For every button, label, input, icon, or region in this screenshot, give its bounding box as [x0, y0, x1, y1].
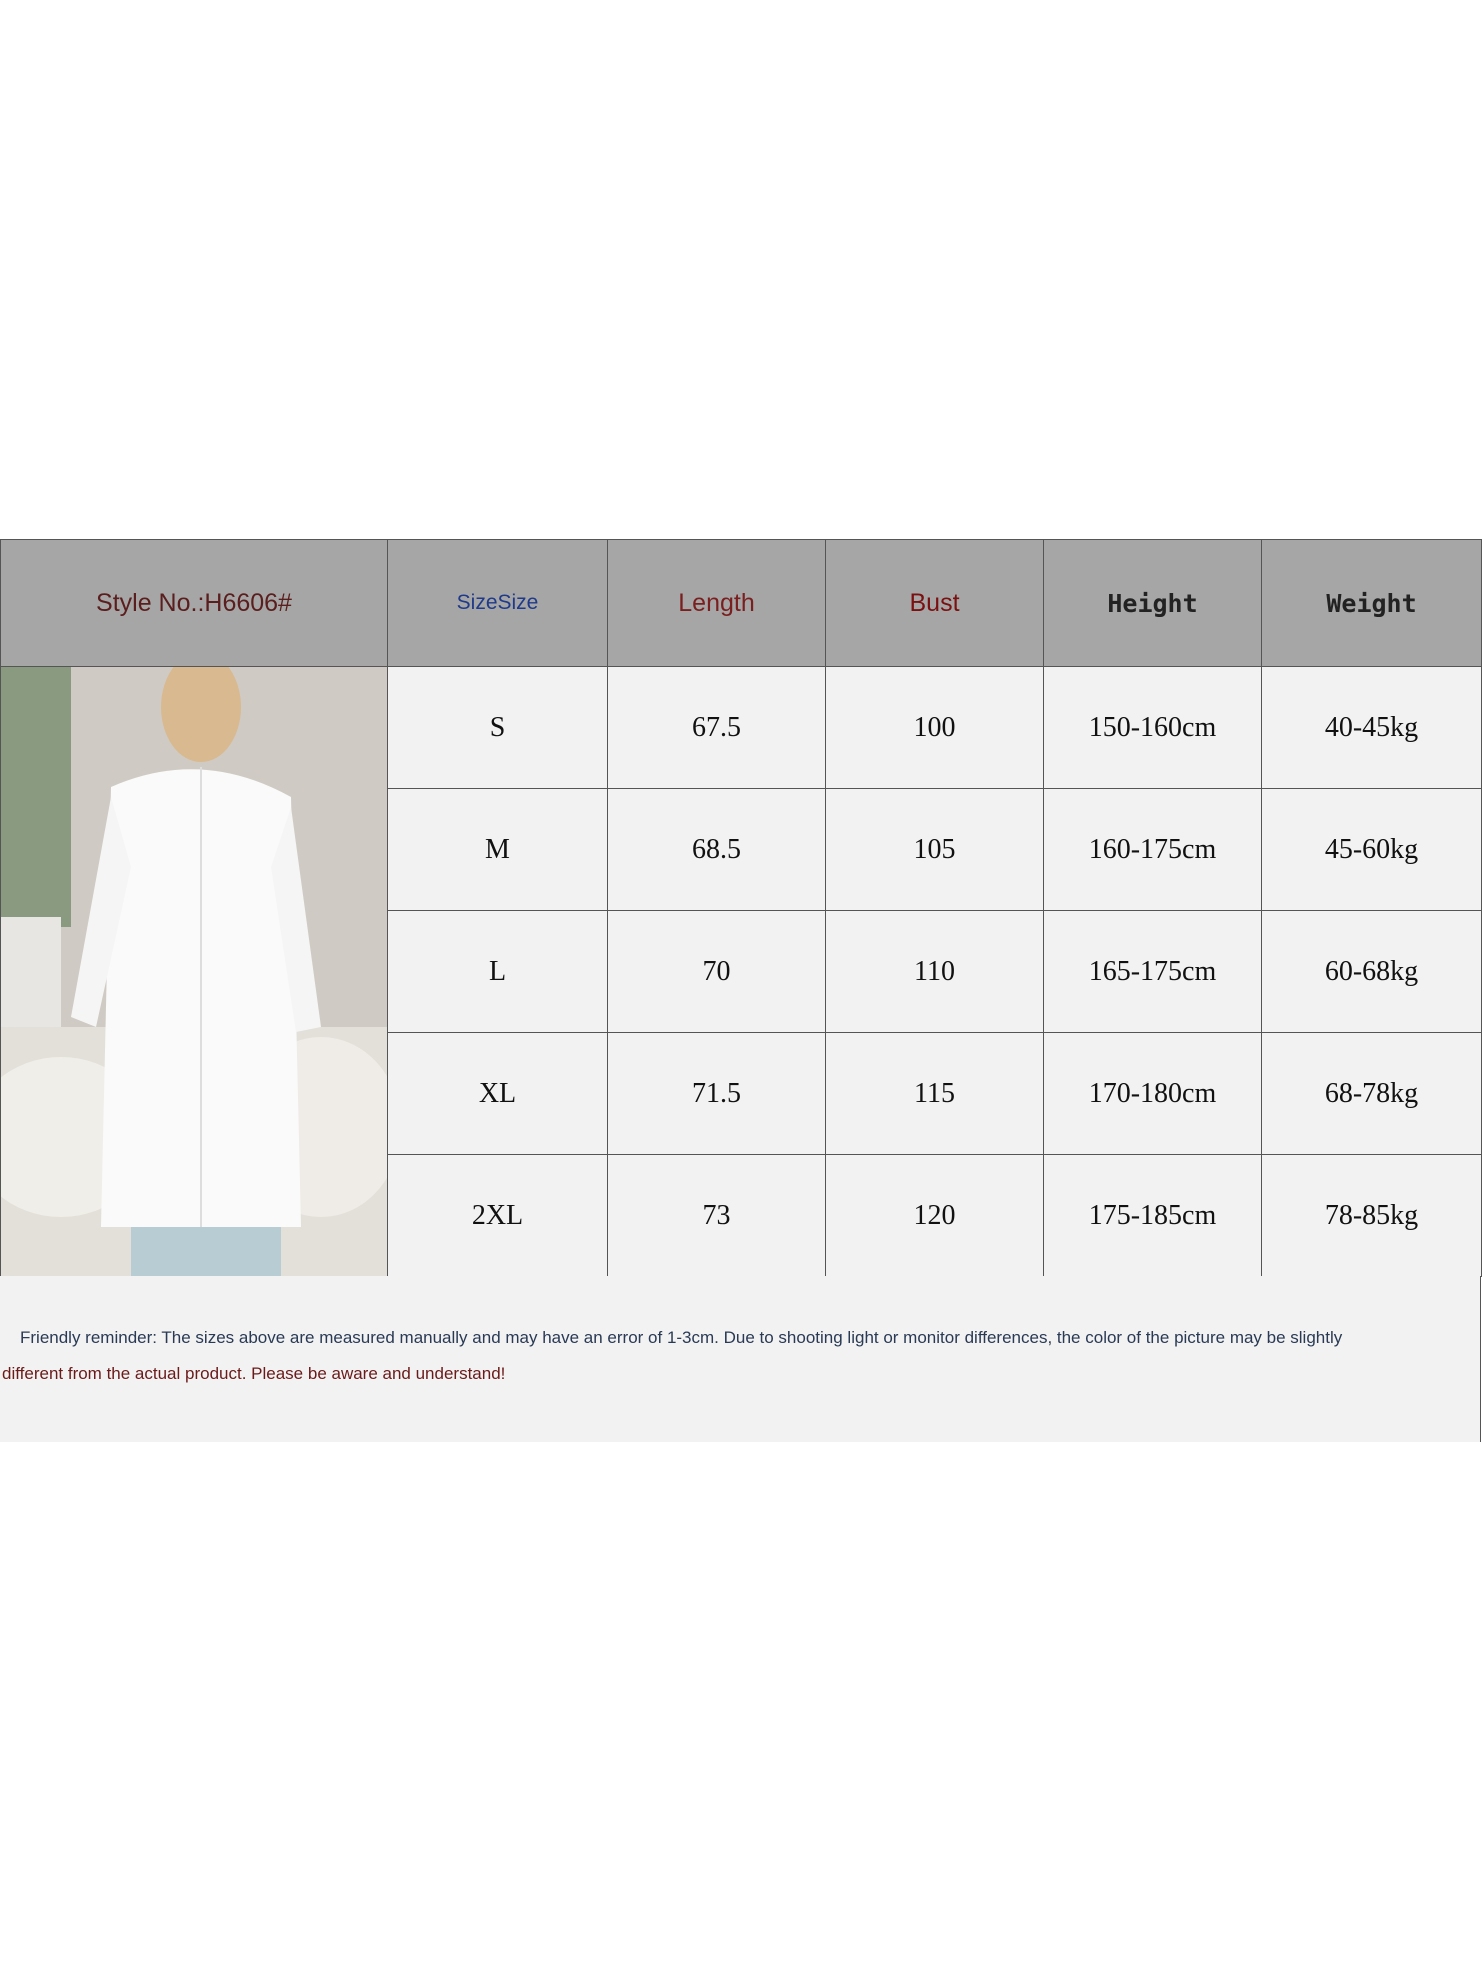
table-cell: L — [387, 910, 608, 1033]
photo — [1, 667, 387, 1276]
table-cell: 105 — [825, 788, 1044, 911]
table-cell: 73 — [607, 1154, 826, 1277]
column-header: Weight — [1261, 539, 1482, 667]
reminder-line: different from the actual product. Pleas… — [2, 1364, 506, 1383]
table-cell: S — [387, 666, 608, 789]
product-photo — [0, 666, 388, 1277]
table-cell: 115 — [825, 1032, 1044, 1155]
table-cell: 160-175cm — [1043, 788, 1262, 911]
reminder: Friendly reminder: The sizes above are m… — [0, 1276, 1481, 1442]
table-cell: 70 — [607, 910, 826, 1033]
table-cell: 170-180cm — [1043, 1032, 1262, 1155]
table-cell: 71.5 — [607, 1032, 826, 1155]
table-cell: 100 — [825, 666, 1044, 789]
table-cell: XL — [387, 1032, 608, 1155]
table-cell: 110 — [825, 910, 1044, 1033]
table-cell: 120 — [825, 1154, 1044, 1277]
table-cell: M — [387, 788, 608, 911]
reminder-line: Friendly reminder: The sizes above are m… — [20, 1328, 1343, 1347]
table-cell: 45-60kg — [1261, 788, 1482, 911]
column-header: Bust — [825, 539, 1044, 667]
table-cell: 68-78kg — [1261, 1032, 1482, 1155]
style-number: Style No.:H6606# — [0, 539, 388, 667]
table-cell: 67.5 — [607, 666, 826, 789]
table-cell: 150-160cm — [1043, 666, 1262, 789]
table-cell: 68.5 — [607, 788, 826, 911]
column-header: SizeSize — [387, 539, 608, 667]
column-header: Length — [607, 539, 826, 667]
table-cell: 60-68kg — [1261, 910, 1482, 1033]
table-cell: 165-175cm — [1043, 910, 1262, 1033]
table-cell: 78-85kg — [1261, 1154, 1482, 1277]
table-cell: 40-45kg — [1261, 666, 1482, 789]
table-cell: 2XL — [387, 1154, 608, 1277]
table-cell: 175-185cm — [1043, 1154, 1262, 1277]
column-header: Height — [1043, 539, 1262, 667]
